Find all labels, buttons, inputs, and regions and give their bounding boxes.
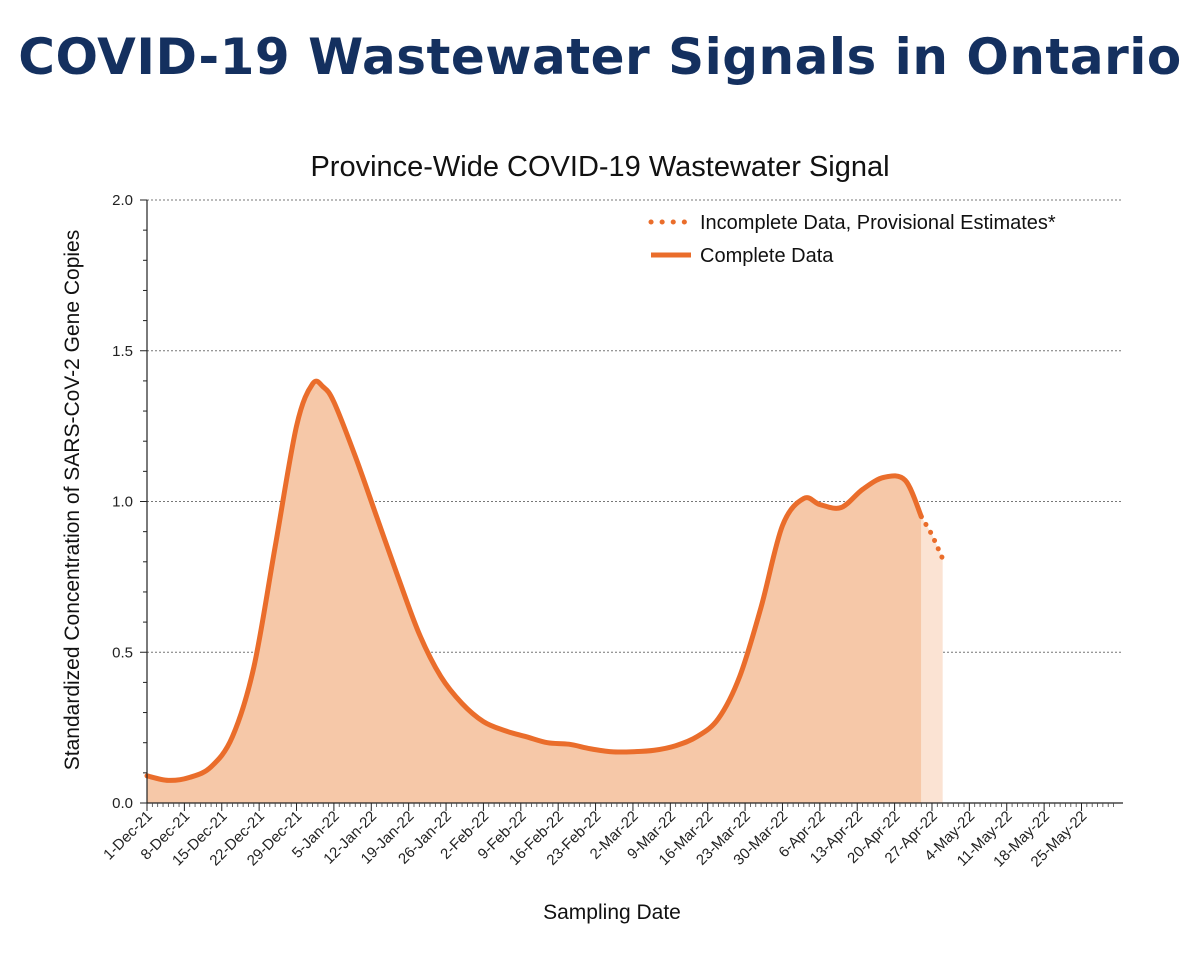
y-tick-label: 0.5 xyxy=(112,644,133,661)
y-tick-label: 1.0 xyxy=(112,494,133,511)
y-tick-label: 2.0 xyxy=(112,192,133,209)
y-tick-label: 1.5 xyxy=(112,343,133,360)
legend-label-complete: Complete Data xyxy=(700,245,834,267)
x-axis-label: Sampling Date xyxy=(543,901,681,924)
legend-label-provisional: Incomplete Data, Provisional Estimates* xyxy=(700,212,1056,234)
legend: Incomplete Data, Provisional Estimates* … xyxy=(648,212,1056,267)
y-axis-label: Standardized Concentration of SARS-CoV-2… xyxy=(61,230,84,770)
series-line-provisional xyxy=(918,514,946,562)
area-fill-complete xyxy=(147,381,922,803)
page-title: COVID-19 Wastewater Signals in Ontario xyxy=(18,28,1182,86)
series-line-complete xyxy=(144,378,924,783)
y-tick-label: 0.0 xyxy=(112,795,133,812)
chart-title: Province-Wide COVID-19 Wastewater Signal xyxy=(310,151,889,183)
plot-area: 0.00.51.01.52.01-Dec-218-Dec-2115-Dec-21… xyxy=(100,192,1123,871)
area-fill-provisional xyxy=(921,516,943,803)
